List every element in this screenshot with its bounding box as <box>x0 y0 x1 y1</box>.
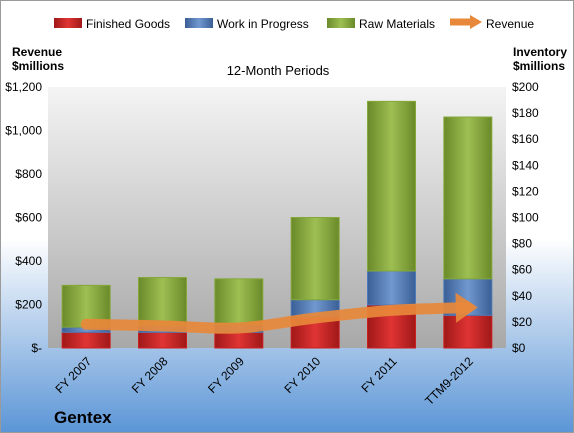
legend: Finished Goods Work in Progress Raw Mate… <box>54 15 534 31</box>
bar-work-in-progress-fy-2011 <box>367 270 416 306</box>
right-tick-label: $0 <box>512 341 526 355</box>
left-axis-title-line2: $millions <box>12 59 64 73</box>
legend-swatch-raw-materials <box>327 18 355 28</box>
left-tick-label: $1,000 <box>5 124 42 138</box>
bar-raw-materials-fy-2011 <box>367 100 416 272</box>
right-tick-label: $180 <box>512 106 539 120</box>
right-tick-label: $40 <box>512 289 532 303</box>
right-tick-label: $20 <box>512 315 532 329</box>
right-tick-label: $120 <box>512 184 539 198</box>
legend-swatch-work-in-progress <box>185 18 213 28</box>
left-axis-ticks: $- $200 $400 $600 $800 $1,000 $1,200 <box>5 80 42 355</box>
right-tick-label: $200 <box>512 80 539 94</box>
legend-label-raw-materials: Raw Materials <box>359 17 435 31</box>
bar-finished-goods-fy-2007 <box>61 331 111 349</box>
left-tick-label: $400 <box>15 254 42 268</box>
right-tick-label: $80 <box>512 237 532 251</box>
legend-label-revenue: Revenue <box>486 17 534 31</box>
right-tick-label: $140 <box>512 158 539 172</box>
left-tick-label: $800 <box>15 167 42 181</box>
revenue-line <box>80 302 474 334</box>
bar-raw-materials-fy-2009 <box>214 278 264 326</box>
chart-subtitle: 12-Month Periods <box>227 63 330 78</box>
legend-label-work-in-progress: Work in Progress <box>217 17 309 31</box>
legend-swatch-revenue-arrowhead <box>470 15 482 29</box>
left-tick-label: $- <box>31 341 42 355</box>
company-name: Gentex <box>54 408 112 427</box>
right-tick-label: $100 <box>512 211 539 225</box>
bar-finished-goods-fy-2008 <box>138 331 187 349</box>
legend-label-finished-goods: Finished Goods <box>86 17 170 31</box>
left-tick-label: $600 <box>15 211 42 225</box>
right-axis-title-line2: $millions <box>513 59 565 73</box>
left-tick-label: $1,200 <box>5 80 42 94</box>
left-axis-title-line1: Revenue <box>12 45 62 59</box>
bar-finished-goods-ttm9-2012 <box>443 314 493 349</box>
bar-raw-materials-fy-2008 <box>138 277 187 327</box>
right-tick-label: $60 <box>512 263 532 277</box>
right-axis-title-line1: Inventory <box>513 45 567 59</box>
bar-raw-materials-fy-2010 <box>290 217 340 301</box>
revenue-line-arrowhead <box>455 292 478 323</box>
right-axis-ticks: $0 $20 $40 $60 $80 $100 $120 $140 $160 $180 $200 <box>512 80 539 355</box>
revenue-line-layer <box>80 292 478 334</box>
bar-raw-materials-ttm9-2012 <box>443 116 493 280</box>
bar-finished-goods-fy-2009 <box>214 331 264 349</box>
left-tick-label: $200 <box>15 298 42 312</box>
right-tick-label: $160 <box>512 132 539 146</box>
legend-swatch-finished-goods <box>54 18 82 28</box>
